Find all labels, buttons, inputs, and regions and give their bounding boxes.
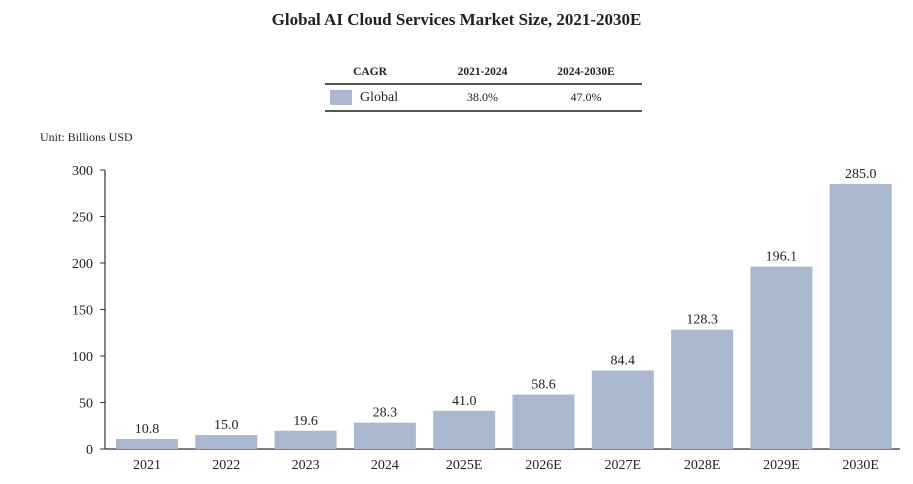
x-tick-label: 2028E — [684, 458, 721, 473]
x-tick-label: 2030E — [842, 458, 879, 473]
y-tick-label: 50 — [79, 397, 93, 412]
data-label: 84.4 — [611, 354, 636, 369]
data-label: 41.0 — [452, 394, 477, 409]
unit-label: Unit: Billions USD — [40, 130, 133, 144]
bar-2029E — [750, 266, 813, 449]
x-tick-label: 2027E — [605, 458, 642, 473]
cagr-table-header: CAGR 2021-2024 2024-2030E — [325, 60, 642, 85]
y-tick-label: 200 — [72, 257, 93, 272]
data-label: 285.0 — [845, 167, 877, 182]
bar-2027E — [591, 370, 654, 449]
cagr-value-1: 38.0% — [467, 90, 498, 104]
legend-swatch — [330, 90, 352, 105]
x-tick-label: 2029E — [763, 458, 800, 473]
data-label: 28.3 — [373, 406, 398, 421]
bar-2025E — [433, 410, 496, 449]
data-label: 58.6 — [531, 378, 556, 393]
y-tick-label: 0 — [86, 443, 93, 458]
x-tick-label: 2024 — [371, 458, 399, 473]
bar-2026E — [512, 394, 575, 449]
x-tick-label: 2026E — [525, 458, 562, 473]
chart-title: Global AI Cloud Services Market Size, 20… — [271, 10, 642, 29]
data-label: 196.1 — [766, 250, 798, 265]
y-tick-label: 100 — [72, 350, 93, 365]
x-tick-label: 2025E — [446, 458, 483, 473]
bar-2028E — [671, 329, 734, 449]
bar-2024 — [353, 422, 416, 449]
cagr-value-2: 47.0% — [570, 90, 602, 104]
cagr-table: CAGR 2021-2024 2024-2030E Global 38.0% 4… — [325, 60, 642, 112]
header-period-1: 2021-2024 — [457, 65, 508, 78]
x-tick-label: 2023 — [292, 458, 320, 473]
data-label: 19.6 — [293, 414, 318, 429]
x-tick-label: 2021 — [133, 458, 161, 473]
header-period-2: 2024-2030E — [557, 65, 615, 78]
data-label: 15.0 — [214, 418, 239, 433]
bar-2022 — [195, 435, 258, 449]
bar-2030E — [829, 183, 892, 449]
bar-2023 — [274, 430, 337, 449]
y-tick-label: 300 — [72, 164, 93, 179]
cagr-table-row: Global 38.0% 47.0% — [325, 85, 642, 112]
row-label: Global — [360, 89, 399, 105]
header-cagr: CAGR — [353, 65, 387, 78]
data-label: 128.3 — [686, 313, 718, 328]
y-tick-label: 250 — [72, 211, 93, 226]
data-label: 10.8 — [135, 422, 160, 437]
y-tick-label: 150 — [72, 304, 93, 319]
x-tick-label: 2022 — [212, 458, 240, 473]
bar-2021 — [116, 438, 178, 449]
